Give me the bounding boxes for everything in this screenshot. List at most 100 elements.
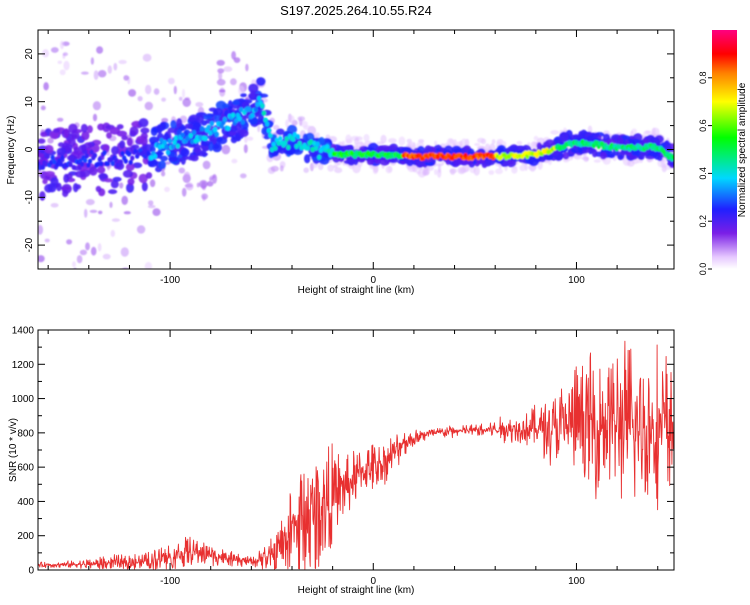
spectrogram-cell [116, 130, 128, 137]
spectrogram-cell [266, 128, 271, 134]
spectrogram-cell [52, 159, 57, 165]
spectrogram-cell [92, 152, 98, 158]
figure-title: S197.2025.264.10.55.R24 [280, 3, 432, 18]
spectrogram-cell [68, 161, 73, 168]
spectrogram-cell [400, 147, 412, 153]
spectrogram-cell [347, 157, 356, 166]
spectrogram-cell [126, 137, 133, 147]
spectrogram-cell [240, 173, 247, 179]
spectrogram-cell [93, 70, 99, 80]
spectrogram-cell [77, 275, 81, 280]
spectrogram-cell [180, 132, 185, 138]
spectrogram-cell [195, 102, 204, 107]
spectrogram-cell [89, 166, 98, 176]
spectrogram-cell [295, 134, 301, 140]
spectrogram-cell [631, 149, 638, 156]
spectrogram-cell [250, 89, 256, 99]
spectrogram-cell [284, 136, 289, 142]
spectrogram-cell [69, 155, 75, 161]
spectrogram-cell [165, 149, 171, 155]
spectrogram-cell [434, 168, 438, 176]
spectrogram-cell [72, 183, 79, 193]
spectrogram-cell [137, 96, 143, 102]
spectrogram-cell [226, 125, 231, 131]
spectrogram-cell [230, 78, 237, 86]
spectrogram-cell [109, 201, 113, 208]
spectrogram-cell [168, 77, 175, 85]
spectrogram-cell [385, 165, 393, 174]
spectrogram-cell [159, 138, 164, 144]
spectrogram-cell [53, 128, 60, 134]
colorbar-tick-label: 0.6 [698, 119, 708, 132]
spectrogram-cell [589, 148, 596, 153]
spectrogram-cell [237, 116, 242, 122]
spectrogram-cell [38, 138, 46, 144]
spectrogram-cell [141, 181, 148, 192]
spectrogram-cell [457, 166, 466, 175]
spectrogram-cell [197, 152, 208, 157]
spectrogram-cell [178, 167, 186, 174]
spectrogram-cell [118, 59, 127, 65]
spectrogram-cell [233, 57, 241, 63]
spectrogram-cell [178, 125, 187, 131]
spectrogram-cell [328, 152, 333, 158]
spectrogram-cell [50, 203, 59, 208]
spectrogram-cell [132, 162, 143, 169]
spectrogram-cell [297, 140, 302, 147]
spectrogram-cell [72, 261, 76, 268]
spectrogram-cell [144, 101, 153, 111]
spectrogram-cell [256, 95, 262, 101]
spectrogram-cell [196, 114, 204, 124]
spectrogram-cell [221, 144, 231, 155]
spectrogram-cell [48, 159, 54, 165]
spectrogram-cell [214, 131, 219, 137]
spectrogram-cell [92, 101, 101, 111]
spectrogram-cell [92, 113, 98, 122]
spectrogram-cell [182, 98, 191, 107]
colorbar-gradient [712, 30, 737, 269]
spectrogram-cell [79, 161, 85, 167]
spectrogram-cell [363, 134, 370, 142]
spectrogram-cell [265, 121, 270, 127]
spectrogram-cell [81, 144, 87, 152]
spectrogram-cell [599, 151, 607, 160]
spectrogram-cell [146, 150, 151, 157]
spectrogram-cell [477, 137, 485, 143]
spectrogram-cell [121, 195, 128, 205]
spectrogram-cell [261, 110, 267, 116]
spectrogram-cell [38, 224, 44, 235]
spectrogram-cell [404, 158, 412, 165]
spectrogram-cell [140, 127, 150, 134]
spectrogram-cell [240, 119, 245, 125]
spectrogram-cell [216, 79, 226, 86]
spectrogram-cell [38, 153, 45, 158]
spectrogram-cell [288, 115, 295, 124]
spectrogram-cell [40, 131, 48, 137]
spectrogram-cell [231, 51, 237, 60]
spectrogram-cell [380, 134, 387, 144]
spectrogram-cell [235, 132, 241, 142]
spectrogram-cell [97, 156, 103, 162]
spectrogram-cell [245, 63, 249, 72]
spectrogram-cell [234, 117, 239, 123]
spectrogram-cell [47, 182, 57, 193]
spectrogram-cell [98, 173, 108, 180]
spectrogram-cell [123, 211, 131, 215]
spectrogram-cell [110, 160, 116, 167]
spectrogram-cell [152, 153, 158, 159]
spectrogram-cell [122, 170, 134, 178]
spectrogram-cell [110, 229, 116, 238]
spectrogram-cell [123, 158, 128, 164]
spectrogram-cell [315, 132, 320, 139]
spectrogram-xtick-label: -100 [160, 275, 180, 286]
spectrogram-cell [82, 157, 88, 163]
spectrogram-cell [317, 162, 324, 171]
spectrogram-cell [304, 154, 311, 164]
spectrogram-cell [484, 160, 492, 165]
spectrogram-cell [512, 166, 518, 170]
spectrogram-cell [218, 70, 223, 81]
spectrogram-cell [474, 143, 481, 146]
spectrogram-cell [214, 113, 222, 124]
spectrogram-cell [59, 69, 66, 76]
